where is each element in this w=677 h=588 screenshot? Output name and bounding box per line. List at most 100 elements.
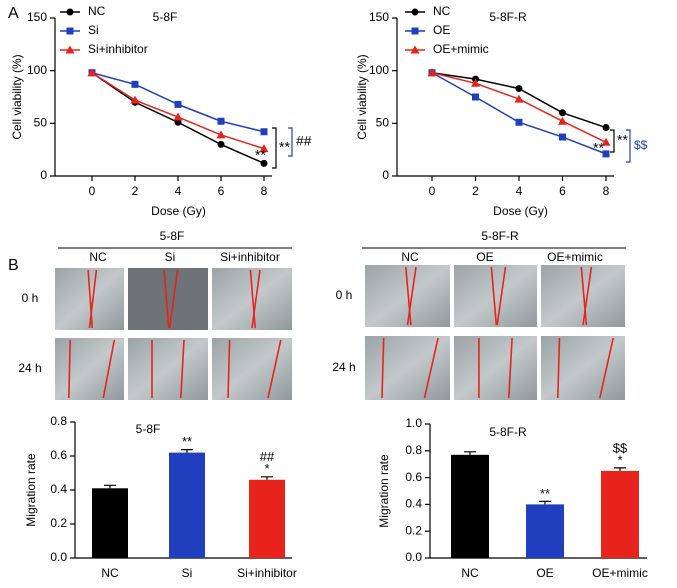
column-label: OE	[476, 250, 493, 264]
x-tick-label: 8	[603, 184, 610, 198]
group-title: 5-8F-R	[481, 229, 519, 243]
significance-bracket	[626, 129, 631, 163]
error-cap	[614, 467, 626, 471]
legend-label: OE	[433, 23, 450, 37]
wound-edge	[163, 269, 170, 329]
wound-edge	[507, 337, 513, 399]
wound-edge	[557, 337, 561, 399]
data-point	[514, 94, 524, 103]
series-line	[431, 72, 607, 155]
x-tick-label: 2	[132, 184, 139, 198]
data-point	[174, 118, 182, 126]
micrograph	[128, 338, 208, 400]
data-point	[217, 117, 225, 125]
wound-edge	[267, 339, 282, 399]
group-title: 5-8F	[160, 229, 185, 243]
significance-label: *	[264, 461, 269, 476]
row-label: 24 h	[332, 360, 355, 374]
legend-marker	[66, 8, 74, 16]
y-axis-label: Cell viability (%)	[10, 54, 24, 139]
data-point	[602, 150, 610, 158]
wound-edge	[496, 266, 507, 326]
y-tick-label: 100	[369, 63, 389, 77]
data-point	[216, 130, 226, 139]
significance-label: **	[593, 140, 604, 156]
significance-bracket	[288, 127, 293, 157]
panel-label: B	[8, 257, 19, 274]
wound-edge	[405, 266, 412, 326]
data-point	[130, 95, 140, 104]
data-point	[259, 144, 269, 153]
series-line	[91, 72, 265, 150]
wound-edge	[168, 269, 179, 329]
micrograph	[365, 265, 450, 327]
wound-edge	[580, 266, 588, 326]
micrograph	[454, 336, 537, 400]
significance-label: **	[540, 486, 550, 501]
x-tick-label: Si	[182, 566, 193, 580]
x-tick-label: Si+inhibitor	[237, 566, 297, 580]
y-tick-label: 0	[382, 168, 389, 182]
bar	[169, 452, 205, 558]
data-point	[515, 85, 523, 93]
data-point	[260, 128, 268, 136]
bar	[601, 470, 639, 558]
x-tick-label: 2	[472, 184, 479, 198]
y-tick-label: 0.8	[50, 414, 67, 428]
y-tick-label: 150	[27, 10, 47, 24]
legend-marker	[411, 8, 419, 16]
y-tick-label: 0.0	[50, 550, 67, 564]
micrograph	[541, 336, 625, 400]
legend-label: Si+inhibitor	[88, 42, 148, 56]
wound-edge	[406, 266, 417, 326]
wound-edge	[68, 339, 71, 399]
data-point	[260, 159, 268, 167]
chart-title: 5-8F	[153, 10, 178, 24]
y-tick-label: 1.0	[405, 416, 422, 430]
row-label: 0 h	[336, 288, 353, 302]
row-label: 24 h	[18, 361, 41, 375]
wound-edge	[490, 266, 498, 326]
x-tick-label: 0	[429, 184, 436, 198]
wound-edge	[381, 337, 385, 399]
bar	[451, 454, 489, 558]
x-tick-label: 6	[218, 184, 225, 198]
wound-edge	[180, 339, 185, 399]
wound-edge	[249, 269, 256, 329]
x-tick-label: 4	[516, 184, 523, 198]
data-point	[217, 140, 225, 148]
data-point	[472, 93, 479, 101]
y-tick-label: 0.2	[50, 516, 67, 530]
significance-label: $$	[613, 440, 628, 455]
data-point	[558, 116, 567, 125]
x-tick-label: NC	[461, 566, 479, 580]
legend-label: NC	[88, 4, 106, 18]
bar	[92, 488, 128, 558]
y-axis-label: Migration rate	[377, 454, 391, 528]
legend-label: NC	[433, 4, 451, 18]
y-tick-label: 0	[40, 168, 47, 182]
significance-label: $$	[634, 138, 648, 152]
y-tick-label: 0.6	[405, 470, 422, 484]
x-tick-label: 0	[89, 184, 96, 198]
chart-title: 5-8F-R	[489, 10, 527, 24]
data-point	[131, 80, 139, 88]
x-axis-label: Dose (Gy)	[493, 204, 548, 218]
wound-edge	[582, 266, 593, 326]
x-tick-label: NC	[101, 566, 119, 580]
y-tick-label: 100	[27, 63, 47, 77]
column-label: NC	[401, 250, 419, 264]
chart-title: 5-8F-R	[489, 425, 527, 439]
significance-label: **	[255, 147, 266, 163]
y-axis-label: Migration rate	[24, 453, 38, 527]
row-label: 0 h	[22, 291, 39, 305]
data-point	[173, 112, 183, 121]
data-point	[87, 68, 97, 77]
legend-marker	[66, 27, 74, 35]
y-tick-label: 150	[369, 10, 389, 24]
error-cap	[539, 500, 551, 505]
legend-marker	[410, 45, 420, 54]
error-cap	[181, 449, 193, 453]
significance-bracket	[272, 127, 277, 169]
significance-bracket	[610, 129, 615, 153]
